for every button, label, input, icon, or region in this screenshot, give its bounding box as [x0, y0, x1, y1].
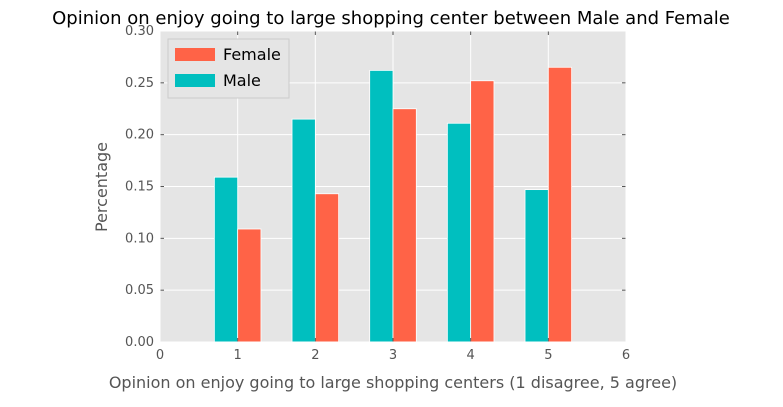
x-tick-label: 2 [311, 348, 319, 363]
legend-label: Female [223, 45, 281, 64]
bar-male [446, 122, 472, 343]
y-tick-label: 0.20 [125, 128, 154, 143]
bar-male [291, 118, 316, 343]
bar-female [392, 108, 417, 343]
legend-swatch [175, 48, 215, 61]
legend: Female Male [167, 38, 290, 99]
x-tick-label: 6 [622, 348, 630, 363]
bar-female [314, 193, 340, 343]
bar-male [524, 189, 549, 343]
bar-female [547, 66, 573, 343]
x-tick-label: 5 [544, 348, 552, 363]
y-tick-label: 0.15 [125, 180, 154, 195]
bar-female [237, 228, 262, 343]
bars [213, 66, 573, 343]
y-tick-label: 0.05 [125, 283, 154, 298]
x-tick-label: 0 [156, 348, 164, 363]
y-tick-label: 0.00 [125, 335, 154, 350]
y-axis-label: Percentage [92, 142, 111, 232]
bar-male [213, 176, 239, 343]
plot-border [159, 30, 627, 343]
bar-female [470, 80, 495, 343]
legend-swatch [175, 74, 215, 87]
y-tick-label: 0.10 [125, 231, 154, 246]
chart-title: Opinion on enjoy going to large shopping… [52, 8, 730, 29]
y-tick-label: 0.30 [125, 24, 154, 39]
y-tick-label: 0.25 [125, 76, 154, 91]
axis-ticks: 0 1 2 3 4 5 6 0.00 0.05 0.10 0.15 0.20 0.25 0.30 [125, 24, 630, 363]
x-tick-label: 3 [389, 348, 397, 363]
bar-male [369, 69, 394, 343]
legend-label: Male [223, 71, 261, 90]
x-tick-label: 4 [467, 348, 475, 363]
x-axis-label: Opinion on enjoy going to large shopping… [109, 373, 677, 392]
x-tick-label: 1 [234, 348, 242, 363]
